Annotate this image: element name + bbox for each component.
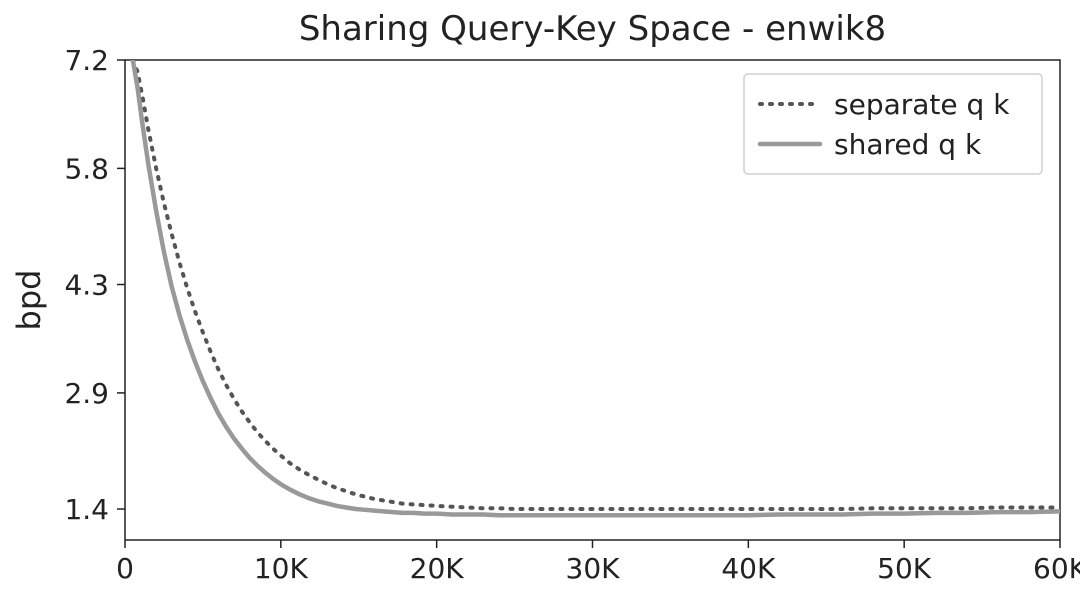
y-tick-label: 5.8 [64,152,109,185]
legend-label-1: shared q k [834,128,982,161]
chart-svg: Sharing Query-Key Space - enwik8 0 10K 20K 3… [0,0,1080,607]
x-tick-label: 40K [721,552,776,585]
legend-label-0: separate q k [834,88,1010,121]
y-tick-label: 1.4 [64,493,109,526]
y-axis-label: bpd [10,270,48,331]
chart-container: Sharing Query-Key Space - enwik8 0 10K 20K 3… [0,0,1080,607]
x-tick-label: 20K [410,552,465,585]
y-tick-label: 2.9 [64,377,109,410]
x-tick-label: 0 [116,552,134,585]
legend: separate q k shared q k [744,74,1042,174]
y-tick-label: 4.3 [64,269,109,302]
x-tick-label: 30K [566,552,621,585]
chart-title: Sharing Query-Key Space - enwik8 [299,9,886,49]
x-tick-label: 60K [1033,552,1080,585]
x-tick-label: 50K [877,552,932,585]
y-tick-label: 7.2 [64,44,109,77]
x-tick-label: 10K [254,552,309,585]
